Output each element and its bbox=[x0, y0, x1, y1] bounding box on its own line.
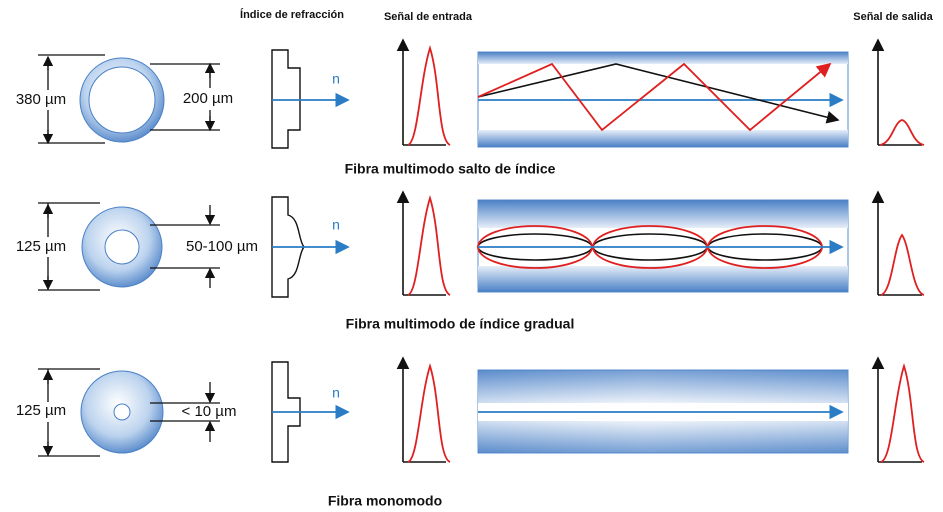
row-graded-index: 125 µm 50-100 µm n Fibra multimodo de ín… bbox=[6, 190, 925, 332]
caption: Fibra monomodo bbox=[328, 493, 442, 509]
row-single-mode: 125 µm < 10 µm n Fibra monomodo bbox=[6, 356, 925, 509]
row-step-index: 380 µm 200 µm n Fibra multimodo salto de… bbox=[8, 38, 925, 177]
outer-diameter: 125 µm bbox=[16, 402, 66, 419]
caption: Fibra multimodo de índice gradual bbox=[346, 316, 575, 332]
core-diameter: 200 µm bbox=[183, 90, 233, 107]
index-axis: n bbox=[332, 217, 340, 233]
header-output: Señal de salida bbox=[853, 11, 933, 23]
outer-diameter: 380 µm bbox=[16, 91, 66, 108]
core-diameter: < 10 µm bbox=[182, 403, 237, 420]
core-diameter: 50-100 µm bbox=[186, 238, 258, 255]
header-input: Señal de entrada bbox=[384, 11, 473, 23]
header-index: Índice de refracción bbox=[240, 8, 344, 21]
caption: Fibra multimodo salto de índice bbox=[345, 161, 556, 177]
index-axis: n bbox=[332, 71, 340, 87]
outer-diameter: 125 µm bbox=[16, 238, 66, 255]
index-axis: n bbox=[332, 385, 340, 401]
